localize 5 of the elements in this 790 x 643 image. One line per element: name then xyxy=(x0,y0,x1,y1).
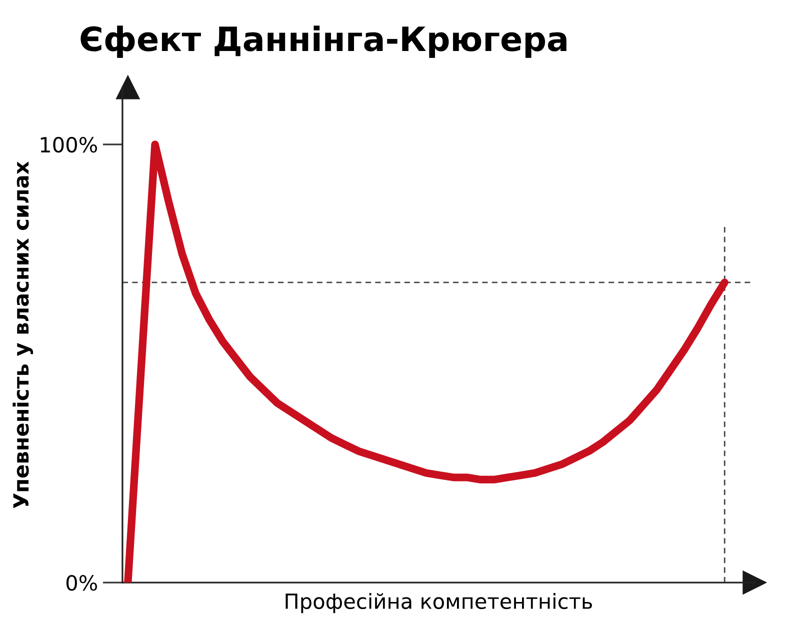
y-tick-label: 100% xyxy=(40,136,97,153)
x-axis-title: Професійна компетентність xyxy=(286,592,592,614)
y-axis-title: Упевненість у власних силах xyxy=(12,161,34,508)
y-tick-label: 0% xyxy=(66,575,97,591)
chart-title: Єфект Даннінга-Крюгера xyxy=(80,26,566,58)
